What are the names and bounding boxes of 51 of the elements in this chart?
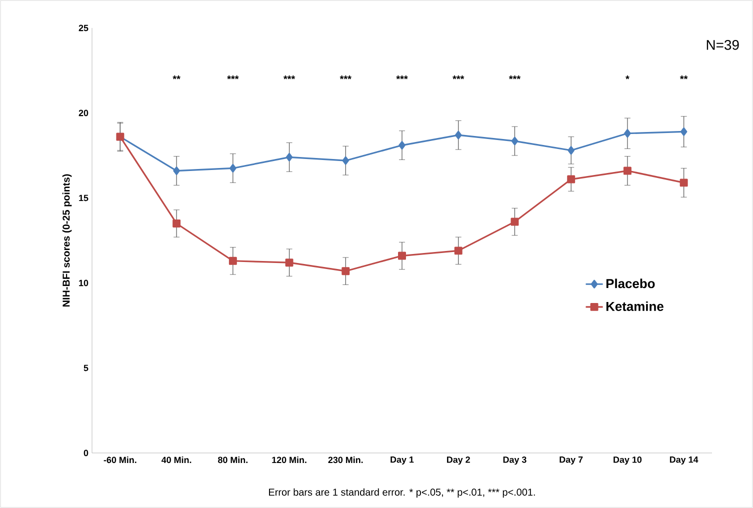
- point: [342, 267, 350, 276]
- point: [172, 220, 181, 228]
- x-tick-label: Day 1: [390, 456, 414, 465]
- annotation: ***: [340, 76, 352, 80]
- point: [624, 129, 631, 138]
- annotation: N=39: [706, 40, 739, 50]
- x-tick-label: Day 7: [560, 456, 583, 465]
- y-tick-label: 0: [84, 450, 88, 456]
- point: [285, 258, 294, 267]
- x-tick-label: Day 14: [670, 456, 698, 465]
- annotation: *: [626, 76, 630, 80]
- x-tick-label: -60 Min.: [104, 456, 136, 464]
- text: Error bars are 1 standard error. * p<.05, ** p<.01, *** p<.001.: [269, 488, 535, 498]
- point: [680, 127, 688, 136]
- y-tick-label: 25: [78, 24, 88, 32]
- annotation: ***: [396, 76, 408, 80]
- point: [568, 146, 575, 155]
- point: [398, 141, 406, 150]
- point: [173, 166, 180, 176]
- annotation: ***: [227, 76, 239, 80]
- annotation: ***: [452, 76, 464, 80]
- point: [567, 175, 576, 184]
- point: [511, 136, 518, 146]
- x-tick-label: 120 Min.: [272, 456, 306, 464]
- point: [398, 252, 406, 260]
- y-tick-label: 5: [84, 364, 88, 372]
- x-tick-label: Day 3: [503, 456, 526, 465]
- legend-label: Ketamine: [606, 302, 664, 312]
- point: [342, 156, 350, 165]
- y-tick-label: 20: [78, 110, 88, 116]
- x-tick-label: 40 Min.: [162, 456, 192, 464]
- point: [454, 130, 462, 140]
- y-axis-title: NIH-BFI scores (0-25 points): [62, 174, 72, 307]
- x-tick-label: 80 Min.: [218, 456, 248, 464]
- annotation: ***: [508, 76, 521, 80]
- annotation: **: [172, 76, 180, 80]
- annotation: **: [680, 76, 688, 80]
- point: [230, 164, 236, 173]
- point: [228, 256, 237, 265]
- point: [623, 166, 632, 175]
- x-tick-label: 230 Min.: [328, 456, 363, 464]
- y-tick-label: 15: [79, 194, 88, 202]
- point: [286, 152, 293, 162]
- point: [510, 218, 519, 226]
- point: [680, 178, 688, 187]
- annotation: ***: [283, 76, 296, 80]
- y-tick-label: 10: [79, 280, 88, 286]
- point: [454, 246, 462, 255]
- x-tick-label: Day 2: [447, 456, 470, 465]
- legend-label: Placebo: [606, 278, 655, 288]
- x-tick-label: Day 10: [614, 456, 642, 465]
